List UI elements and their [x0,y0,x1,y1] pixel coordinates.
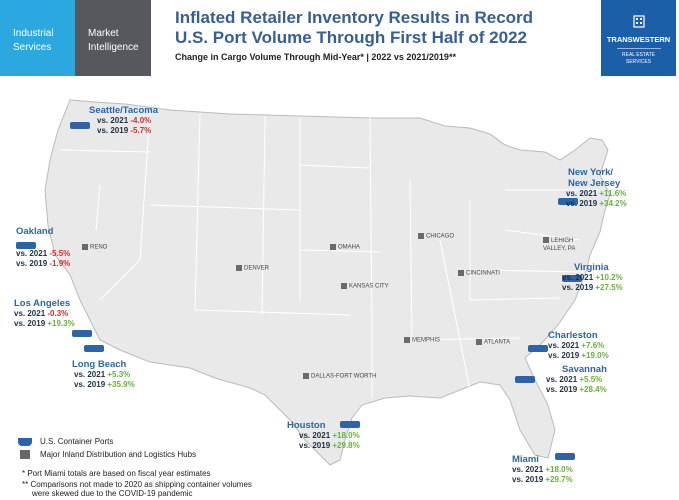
ship-icon-los-angeles [72,330,92,337]
map-legend: U.S. Container Ports Major Inland Distri… [18,435,196,461]
port-name: Los Angeles [14,298,71,309]
hub-reno[interactable]: RENO [82,244,107,251]
value-vs-2021: +18.0% [545,465,573,474]
legend-ports: U.S. Container Ports [18,435,196,448]
port-name-line-1: New York/ [568,167,614,178]
page-subtitle: Change in Cargo Volume Through Mid-Year*… [175,52,456,62]
hub-chicago[interactable]: CHICAGO [418,233,454,240]
port-miami[interactable]: Miami vs. 2021 +18.0% vs. 2019 +29.7% [512,454,573,484]
value-vs-2019: +28.4% [579,385,607,394]
port-name: Charleston [548,330,598,341]
building-icon [330,244,336,250]
value-vs-2021: -5.5% [49,249,71,258]
building-icon [418,233,424,239]
value-vs-2021: +5.3% [107,370,131,379]
port-name: Miami [512,454,539,465]
value-vs-2019: +27.5% [595,283,623,292]
brand-sub-2: SERVICES [625,59,652,65]
ship-icon-charleston [528,345,548,352]
port-long-beach[interactable]: Long Beach vs. 2021 +5.3% vs. 2019 +35.9… [72,359,135,389]
ship-icon-long-beach [84,345,104,352]
port-ship-icons [16,122,582,460]
industrial-services-label: Industrial Services [13,28,54,53]
building-icon [303,373,309,379]
hub-atlanta[interactable]: ATLANTA [476,339,510,346]
market-intelligence-label: Market Intelligence [88,28,139,53]
ship-icon-new-york [558,198,578,205]
port-oakland[interactable]: Oakland vs. 2021 -5.5% vs. 2019 -1.9% [16,226,71,268]
us-mainland-shape [44,99,611,466]
container-ship-icon [18,437,32,446]
port-seattle-tacoma[interactable]: Seattle/Tacoma vs. 2021 -4.0% vs. 2019 -… [89,105,158,135]
port-charleston[interactable]: Charleston vs. 2021 +7.6% vs. 2019 +19.0… [548,330,609,360]
value-vs-2021: +7.6% [581,341,605,350]
brand-divider [616,48,661,49]
ship-icon-oakland [16,242,36,249]
industrial-services-tag[interactable]: Industrial Services [0,0,75,76]
port-los-angeles[interactable]: Los Angeles vs. 2021 -0.3% vs. 2019 +19.… [14,298,75,328]
hub-memphis[interactable]: MEMPHIS [404,337,440,344]
value-vs-2019: +19.0% [581,351,609,360]
port-savannah[interactable]: Savannah vs. 2021 +5.5% vs. 2019 +28.4% [546,364,607,394]
building-icon [543,237,549,244]
value-vs-2019: -1.9% [49,259,71,268]
ship-icon-seattle [70,122,90,129]
port-name: Houston [287,420,326,431]
value-vs-2021: -4.0% [130,116,152,125]
value-vs-2019: +34.2% [599,199,627,208]
port-name: Seattle/Tacoma [89,105,158,116]
hub-lehigh-valley[interactable]: LEHIGH VALLEY, PA [543,237,576,252]
brand-sub-1: REAL ESTATE [622,52,655,58]
value-vs-2021: +18.0% [332,431,360,440]
value-vs-2021: +10.2% [595,273,623,282]
ship-icon-savannah [515,376,535,383]
state-borders [59,111,600,398]
transwestern-logo[interactable]: TRANSWESTERN REAL ESTATE SERVICES [601,0,676,76]
value-vs-2019: +19.3% [47,319,75,328]
hub-cincinnati[interactable]: CINCINNATI [458,270,500,277]
warehouse-icon [20,450,30,460]
value-vs-2019: +29.8% [332,441,360,450]
title-line-1: Inflated Retailer Inventory Results in R… [175,8,534,27]
value-vs-2021: +5.5% [579,375,603,384]
value-vs-2019: +35.9% [107,380,135,389]
port-name: Virginia [574,262,609,273]
port-name: Oakland [16,226,54,237]
hub-dallas-fort-worth[interactable]: DALLAS-FORT WORTH [303,373,376,380]
port-houston[interactable]: Houston vs. 2021 +18.0% vs. 2019 +29.8% [287,420,360,450]
port-new-york-new-jersey[interactable]: New York/ New Jersey vs. 2021 +11.6% vs.… [566,167,627,208]
hub-kansas-city[interactable]: KANSAS CITY [341,283,389,290]
building-logo-icon [601,15,676,31]
brand-name: TRANSWESTERN [606,35,671,44]
hub-denver[interactable]: DENVER [236,265,269,272]
footnote-2-line-2: were skewed due to the COVID-19 pandemic [32,489,193,498]
market-intelligence-tag[interactable]: Market Intelligence [75,0,151,76]
building-icon [476,339,482,345]
legend-hubs: Major Inland Distribution and Logistics … [18,448,196,461]
ship-icon-virginia [562,275,582,282]
port-virginia[interactable]: Virginia vs. 2021 +10.2% vs. 2019 +27.5% [562,262,623,292]
footnote-1: * Port Miami totals are based on fiscal … [22,469,211,478]
value-vs-2019: -5.7% [130,126,152,135]
footnote-2-line-1: ** Comparisons not made to 2020 as shipp… [22,480,252,489]
page-title: Inflated Retailer Inventory Results in R… [175,8,533,48]
hub-omaha[interactable]: OMAHA [330,244,360,251]
value-vs-2019: +29.7% [545,475,573,484]
building-icon [458,270,464,276]
building-icon [341,283,347,289]
ship-icon-houston [340,421,360,428]
value-vs-2021: +11.6% [599,189,627,198]
port-name-line-2: New Jersey [568,178,621,189]
building-icon [82,244,88,250]
building-icon [236,265,242,271]
value-vs-2021: -0.3% [47,309,69,318]
title-line-2: U.S. Port Volume Through First Half of 2… [175,28,528,47]
building-icon [404,337,410,343]
port-name: Long Beach [72,359,127,370]
port-name: Savannah [562,364,607,375]
ship-icon-miami [555,453,575,460]
